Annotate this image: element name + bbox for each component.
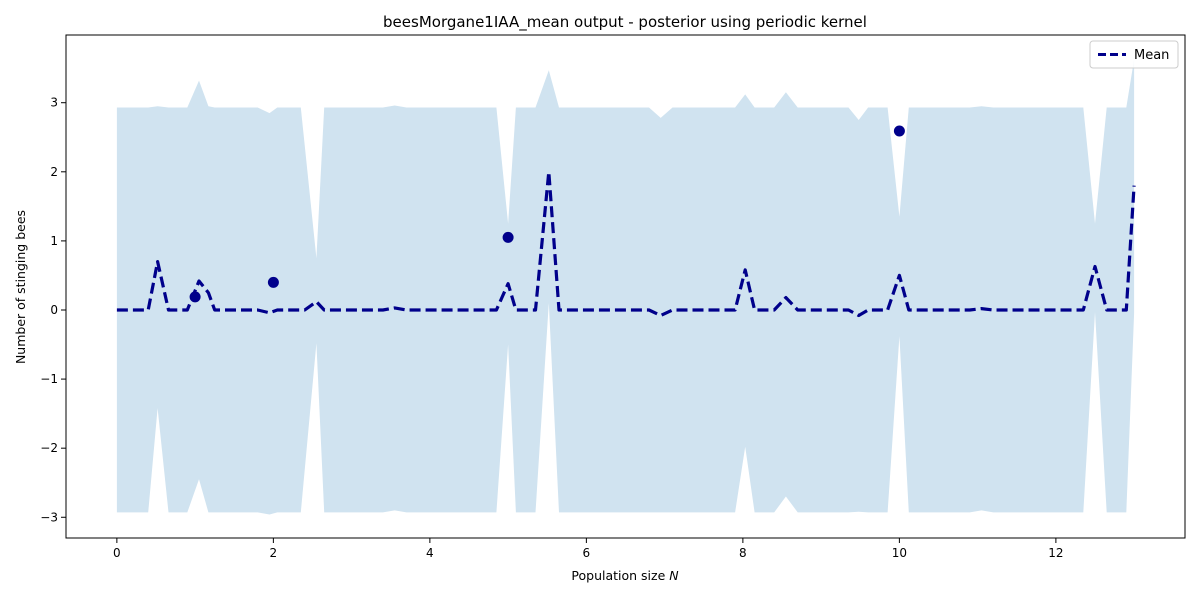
x-tick-label: 4 [426, 546, 434, 560]
x-axis-label-variable: N [669, 568, 679, 583]
x-axis-label: Population size N [571, 568, 679, 583]
y-tick-label: −3 [40, 510, 58, 524]
x-axis-label-text: Population size [571, 568, 669, 583]
chart-title: beesMorgane1IAA_mean output - posterior … [383, 13, 867, 32]
y-axis-label: Number of stinging bees [13, 210, 28, 364]
observation-point [267, 276, 279, 288]
x-tick-label: 6 [583, 546, 591, 560]
y-tick-label: −1 [40, 372, 58, 386]
mean-line [116, 170, 1136, 318]
x-tick-label: 2 [270, 546, 278, 560]
observation-point [502, 231, 514, 243]
observation-point [893, 125, 905, 137]
y-tick-label: 0 [50, 303, 58, 317]
legend: Mean [1089, 40, 1179, 69]
y-tick-label: 3 [50, 96, 58, 110]
confidence-band [116, 59, 1135, 515]
y-tick-label: 1 [50, 234, 58, 248]
legend-box [1089, 40, 1179, 69]
y-tick-label: 2 [50, 165, 58, 179]
plot-frame [65, 34, 1186, 539]
legend-mean-label: Mean [1134, 48, 1169, 63]
x-tick-label: 0 [113, 546, 121, 560]
observation-point [189, 291, 201, 303]
x-tick-label: 12 [1048, 546, 1063, 560]
x-tick-label: 10 [892, 546, 907, 560]
x-tick-label: 8 [739, 546, 747, 560]
y-tick-label: −2 [40, 441, 58, 455]
